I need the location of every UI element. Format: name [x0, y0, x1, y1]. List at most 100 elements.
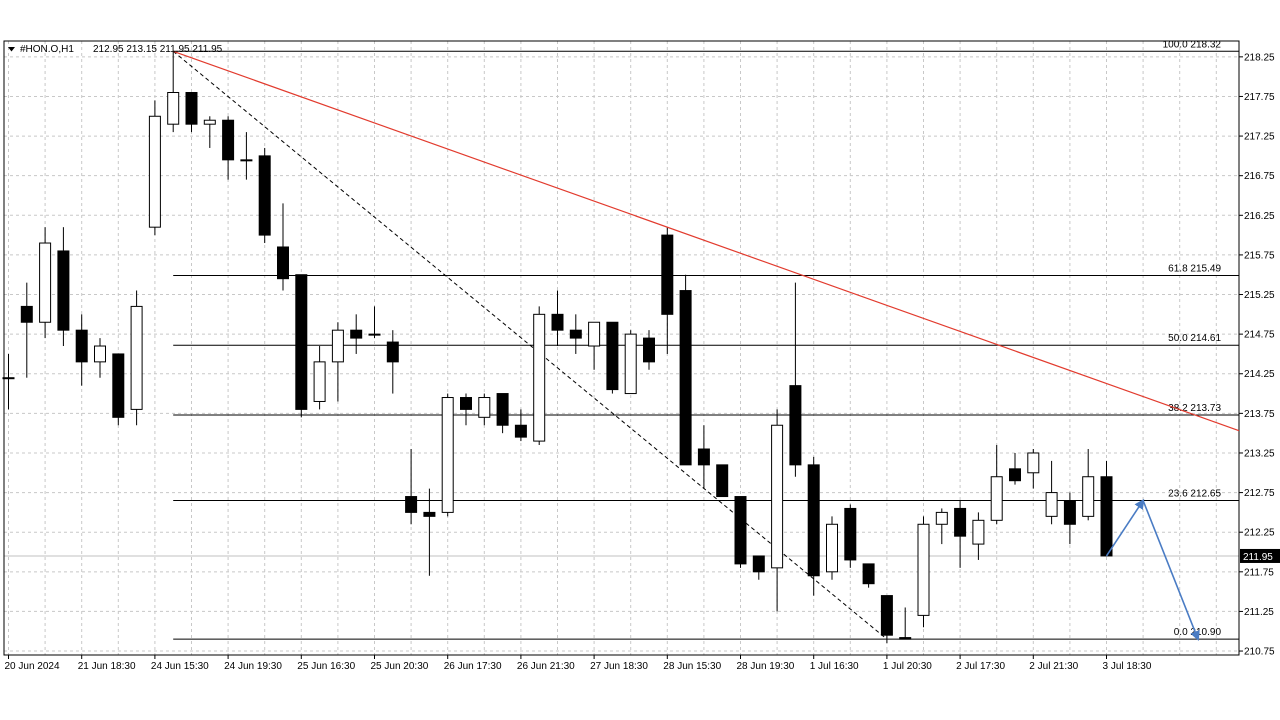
y-tick-label: 212.25 — [1244, 528, 1275, 539]
y-tick-label: 212.75 — [1244, 488, 1275, 499]
candle-body — [203, 119, 216, 125]
x-tick-label: 28 Jun 15:30 — [663, 661, 721, 672]
candle — [716, 464, 729, 498]
candle — [94, 338, 106, 378]
candle — [697, 425, 710, 489]
x-tick-label: 24 Jun 19:30 — [224, 661, 282, 672]
candle — [661, 227, 674, 354]
trend-lines[interactable] — [172, 50, 1240, 642]
fib-level-label: 100.0 218.32 — [1163, 39, 1222, 50]
y-tick-label: 216.75 — [1244, 171, 1275, 182]
y-tick-label: 217.25 — [1244, 132, 1275, 143]
candle — [1045, 460, 1058, 525]
projection-arrow[interactable] — [1105, 498, 1145, 557]
y-tick-label: 213.75 — [1244, 409, 1275, 420]
candle-body — [112, 353, 125, 418]
candle — [405, 449, 418, 525]
candle — [20, 282, 33, 378]
candle-body — [331, 329, 344, 363]
candle — [880, 595, 893, 644]
candle — [75, 314, 88, 386]
candle-body — [917, 523, 930, 616]
candle — [514, 409, 527, 442]
candle-body — [880, 595, 893, 636]
candle — [771, 409, 784, 612]
candle — [624, 330, 637, 395]
candle-body — [258, 155, 271, 236]
y-tick-label: 215.25 — [1244, 290, 1275, 301]
candle — [588, 321, 601, 370]
fib-diagonal-line[interactable] — [172, 50, 888, 640]
candle — [350, 314, 363, 354]
candle — [862, 563, 875, 588]
candle-body — [130, 305, 143, 410]
candle-body — [1009, 468, 1021, 482]
candle-body — [222, 119, 235, 161]
candle-body — [148, 115, 161, 228]
candle-body — [624, 333, 637, 395]
candle-body — [807, 464, 820, 577]
x-tick-label: 24 Jun 15:30 — [151, 661, 209, 672]
candle — [478, 393, 491, 426]
y-tick-label: 213.25 — [1244, 448, 1275, 459]
candle-body — [514, 424, 527, 438]
candle-body — [643, 337, 655, 363]
red-trendline[interactable] — [172, 50, 1240, 432]
candle — [386, 330, 399, 394]
candle-body — [167, 91, 180, 125]
candle — [1009, 452, 1021, 485]
candle-body — [1027, 452, 1040, 474]
y-tick-label: 217.75 — [1244, 92, 1275, 103]
candle — [826, 516, 838, 580]
candle-body — [716, 464, 729, 498]
candle — [1063, 492, 1076, 545]
candle-body — [405, 496, 418, 513]
x-tick-label: 1 Jul 16:30 — [810, 661, 859, 672]
candle — [441, 393, 454, 517]
candle — [1100, 460, 1113, 557]
candle — [423, 488, 436, 576]
candle-body — [1045, 492, 1058, 517]
candle — [460, 393, 472, 426]
x-tick-label: 26 Jun 21:30 — [517, 661, 575, 672]
candle — [295, 274, 308, 418]
y-tick-label: 218.25 — [1244, 52, 1275, 63]
candle — [148, 100, 161, 236]
y-tick-label: 214.75 — [1244, 330, 1275, 341]
candle-body — [295, 274, 308, 410]
candle — [277, 203, 289, 291]
y-tick-label: 216.25 — [1244, 211, 1275, 222]
y-tick-label: 211.25 — [1244, 607, 1274, 618]
y-tick-label: 214.25 — [1244, 369, 1275, 380]
candle-body — [789, 385, 802, 466]
candle-body — [441, 397, 454, 513]
candle-body — [423, 511, 436, 517]
candle — [313, 346, 326, 410]
candle-body — [588, 321, 601, 347]
candle — [679, 274, 692, 466]
fibonacci-retracement[interactable]: 100.0 218.32 61.8 215.49 50.0 214.61 38.2 2… — [172, 39, 1239, 640]
candle-body — [1100, 476, 1113, 557]
candle-body — [606, 321, 619, 391]
candle-body — [533, 313, 546, 442]
chart-header[interactable]: #HON.O,H1 212.95 213.15 211.95 211.95 — [8, 44, 223, 55]
candle — [935, 508, 948, 545]
candle-body — [350, 329, 363, 339]
fib-level-label: 50.0 214.61 — [1168, 333, 1221, 344]
candle-body — [862, 563, 875, 585]
dropdown-triangle-icon[interactable] — [8, 47, 15, 52]
candle-body — [57, 250, 70, 331]
x-tick-label: 21 Jun 18:30 — [78, 661, 136, 672]
candle — [258, 147, 271, 244]
candle — [185, 91, 198, 133]
candle — [57, 227, 70, 347]
candle-body — [94, 345, 106, 363]
symbol-label: #HON.O,H1 — [20, 44, 74, 55]
candle-body — [185, 91, 198, 125]
projection-arrow[interactable] — [1142, 500, 1200, 642]
candle — [222, 116, 235, 180]
candle — [2, 353, 15, 410]
x-tick-label: 2 Jul 17:30 — [956, 661, 1005, 672]
fib-level-label: 38.2 213.73 — [1168, 403, 1221, 414]
x-tick-label: 20 Jun 2024 — [5, 661, 60, 672]
